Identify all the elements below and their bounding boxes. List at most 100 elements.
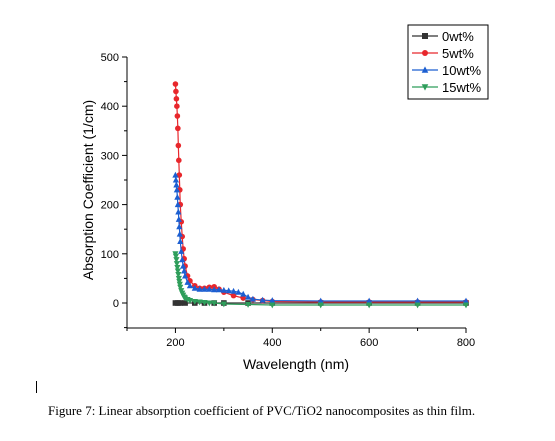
- data-point: [174, 265, 181, 271]
- plot-marks: [172, 81, 470, 309]
- series-2: [172, 81, 469, 305]
- data-point: [211, 300, 218, 307]
- data-point: [201, 285, 208, 292]
- data-point: [174, 103, 180, 109]
- x-tick-label: 200: [166, 337, 184, 349]
- y-axis-label: Absorption Coefficient (1/cm): [80, 100, 96, 280]
- data-point: [462, 302, 470, 309]
- data-point: [182, 272, 189, 279]
- data-point: [176, 278, 183, 285]
- data-point: [196, 285, 203, 292]
- series-line: [174, 253, 466, 306]
- data-point: [244, 293, 252, 300]
- data-point: [269, 297, 276, 304]
- legend-label: 15wt%: [442, 80, 481, 95]
- data-point: [173, 186, 180, 193]
- y-tick-label: 300: [101, 150, 119, 162]
- data-point: [244, 301, 252, 308]
- data-point: [174, 113, 181, 119]
- data-point: [230, 292, 237, 299]
- y-tick-label: 200: [101, 200, 119, 212]
- data-point: [249, 295, 256, 302]
- data-point: [414, 302, 421, 309]
- data-point: [215, 286, 223, 293]
- y-tick-label: 500: [101, 52, 119, 64]
- data-point: [175, 208, 182, 215]
- data-point: [175, 142, 182, 149]
- y-tick-label: 100: [101, 249, 119, 261]
- data-point: [186, 282, 194, 289]
- legend: 0wt% 5wt% 10wt% 15wt%: [407, 24, 489, 100]
- data-point: [206, 285, 213, 292]
- series-line: [174, 84, 466, 303]
- data-point: [173, 96, 180, 102]
- series-3: [172, 171, 470, 304]
- data-point: [175, 216, 182, 222]
- data-point: [176, 281, 183, 288]
- data-point: [179, 256, 186, 263]
- data-point: [182, 300, 188, 306]
- data-point: [230, 287, 237, 294]
- data-point: [174, 268, 181, 275]
- series-line: [174, 175, 466, 302]
- data-point: [462, 297, 470, 304]
- data-point: [180, 262, 187, 269]
- data-point: [178, 247, 185, 254]
- data-point: [173, 261, 180, 267]
- data-point: [191, 284, 198, 291]
- data-point: [366, 302, 373, 309]
- data-point: [414, 297, 421, 304]
- legend-marker: [422, 50, 428, 56]
- data-point: [176, 230, 183, 237]
- data-point: [240, 295, 247, 301]
- axes: 0 100 200 300 400 500 200 400 600 800: [101, 52, 476, 349]
- data-point: [211, 286, 218, 293]
- data-point: [177, 238, 184, 245]
- data-point: [220, 286, 227, 293]
- data-point: [191, 299, 198, 305]
- data-point: [175, 271, 182, 278]
- data-point: [176, 223, 183, 230]
- legend-label: 0wt%: [442, 29, 474, 44]
- data-point: [176, 157, 182, 164]
- data-point: [173, 181, 180, 188]
- x-tick-label: 400: [263, 337, 281, 349]
- data-point: [317, 297, 324, 304]
- data-point: [235, 288, 242, 295]
- legend-marker: [422, 33, 428, 39]
- figure-caption: Figure 7: Linear absorption coefficient …: [48, 403, 476, 418]
- data-point: [173, 257, 180, 264]
- data-point: [172, 176, 179, 183]
- data-point: [259, 296, 266, 303]
- legend-marker: [421, 84, 429, 91]
- data-point: [206, 300, 213, 307]
- y-tick-label: 400: [101, 101, 119, 113]
- data-point: [172, 81, 179, 87]
- data-point: [181, 267, 188, 274]
- data-point: [175, 275, 182, 282]
- y-tick-label: 0: [113, 298, 119, 310]
- data-point: [174, 201, 181, 208]
- series-4: [172, 251, 470, 309]
- data-point: [220, 301, 227, 308]
- data-point: [173, 88, 179, 95]
- data-point: [269, 302, 276, 309]
- data-point: [172, 253, 179, 260]
- x-axis-label: Wavelength (nm): [243, 356, 349, 372]
- legend-marker: [421, 66, 429, 73]
- data-point: [240, 290, 247, 297]
- x-tick-label: 600: [360, 337, 378, 349]
- data-point: [177, 284, 184, 291]
- legend-label: 5wt%: [442, 46, 474, 61]
- data-point: [196, 299, 203, 306]
- data-point: [225, 287, 232, 294]
- data-point: [184, 278, 191, 285]
- x-tick-label: 800: [457, 337, 475, 349]
- text-cursor: [36, 381, 37, 393]
- data-point: [317, 302, 324, 309]
- data-point: [174, 193, 181, 200]
- data-point: [175, 125, 181, 132]
- data-point: [172, 171, 179, 178]
- data-point: [182, 295, 189, 302]
